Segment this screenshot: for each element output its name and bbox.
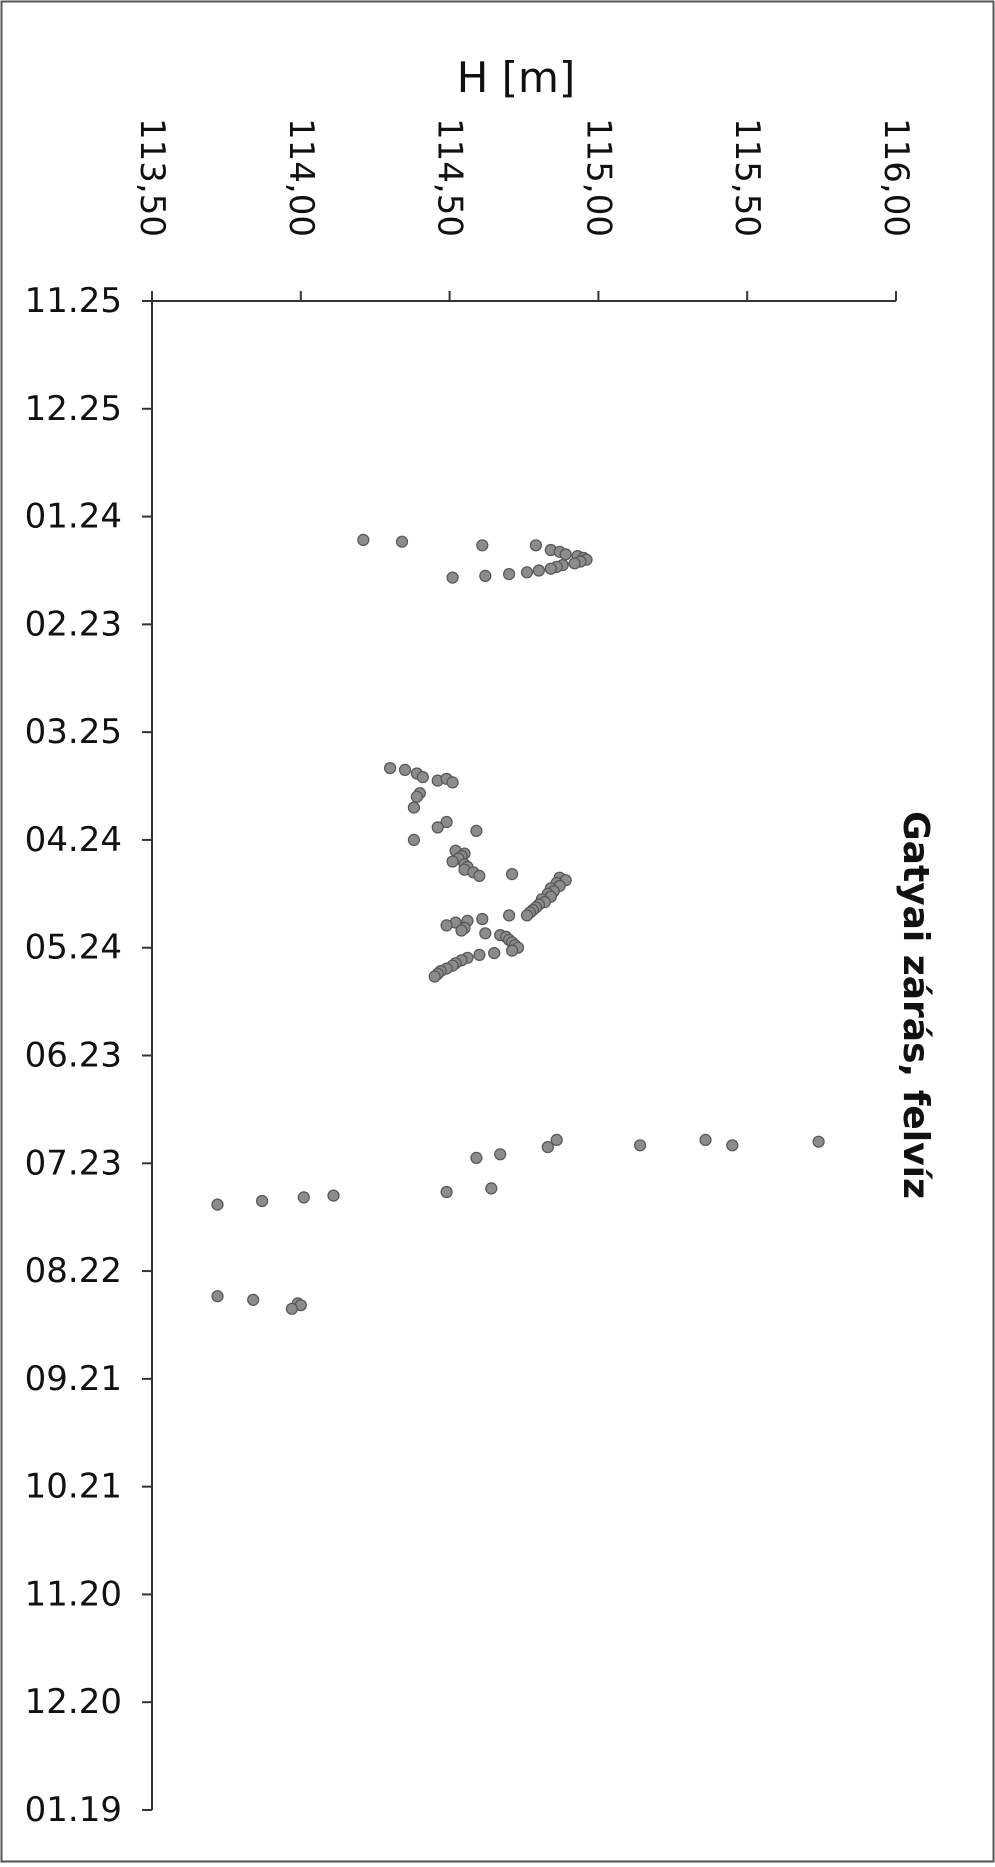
data-point (529, 539, 543, 552)
time-tick-label: 11.20 (25, 1574, 122, 1614)
data-point (479, 569, 492, 583)
data-point (532, 564, 546, 577)
time-tick-label: 12.20 (25, 1682, 122, 1722)
data-point (699, 1133, 712, 1147)
value-tick-label: 114,50 (430, 118, 470, 237)
data-point (633, 1139, 647, 1152)
chart-title: Gatyai zárás, felvíz (895, 811, 936, 1199)
data-point (256, 1194, 269, 1208)
data-point (473, 948, 486, 962)
time-tick-label: 01.19 (25, 1790, 122, 1830)
time-tick-label: 08.22 (25, 1251, 122, 1291)
y-axis-title: H [m] (457, 53, 576, 102)
time-tick-label: 02.23 (25, 604, 122, 644)
time-tick-label: 04.24 (25, 820, 122, 860)
data-point (455, 924, 468, 937)
data-point (568, 557, 581, 570)
data-point (470, 824, 483, 838)
time-tick-label: 03.25 (25, 712, 122, 752)
data-point (416, 770, 429, 784)
data-point (407, 801, 420, 814)
data-point (211, 1198, 224, 1211)
time-tick-label: 12.25 (25, 389, 122, 429)
data-point (503, 567, 516, 581)
data-point (446, 855, 459, 868)
axis-ticks: 113,50 114,00 114,50 115,00 115,50 116,00 11.2… (25, 118, 916, 1830)
data-point (446, 776, 459, 789)
data-point (446, 571, 459, 584)
time-tick-label: 06.23 (25, 1036, 122, 1076)
value-tick-label: 115,00 (578, 118, 618, 237)
data-point (398, 763, 412, 777)
data-point (494, 1148, 507, 1161)
data-point (395, 535, 409, 548)
data-point (503, 909, 516, 922)
time-tick-label: 10.21 (25, 1467, 122, 1507)
data-point (410, 790, 423, 803)
data-point (559, 548, 572, 561)
data-point (812, 1135, 825, 1148)
data-point (476, 539, 489, 552)
data-point (285, 1302, 298, 1315)
value-tick-label: 115,50 (727, 118, 767, 237)
data-point (431, 821, 444, 834)
data-point (476, 912, 489, 926)
data-point (384, 761, 397, 775)
data-point (428, 970, 441, 983)
data-point (407, 833, 420, 847)
data-point (541, 1140, 554, 1154)
data-point (726, 1139, 739, 1152)
value-tick-label: 116,00 (876, 118, 916, 237)
data-point (550, 1133, 563, 1147)
data-point (297, 1191, 310, 1204)
value-tick-label: 114,00 (281, 118, 321, 237)
data-point (327, 1189, 340, 1202)
data-point (505, 944, 519, 957)
data-point (357, 533, 370, 547)
data-point (473, 869, 486, 883)
data-point (485, 1182, 498, 1195)
time-tick-label: 07.23 (25, 1143, 122, 1183)
data-point (479, 927, 492, 940)
data-point (520, 909, 534, 922)
data-point (440, 919, 453, 932)
data-point (520, 566, 534, 579)
data-point (440, 815, 453, 829)
time-tick-label: 01.24 (25, 497, 122, 537)
time-tick-label: 11.25 (25, 281, 122, 321)
data-point (470, 1151, 483, 1165)
time-tick-label: 05.24 (25, 928, 122, 968)
data-point (440, 1185, 453, 1199)
data-point (211, 1290, 224, 1303)
data-point (488, 946, 501, 960)
time-tick-label: 09.21 (25, 1359, 122, 1399)
value-tick-label: 113,50 (132, 118, 172, 237)
data-point (544, 562, 557, 575)
data-points (211, 533, 825, 1315)
data-point (247, 1293, 260, 1306)
data-point (505, 867, 519, 881)
